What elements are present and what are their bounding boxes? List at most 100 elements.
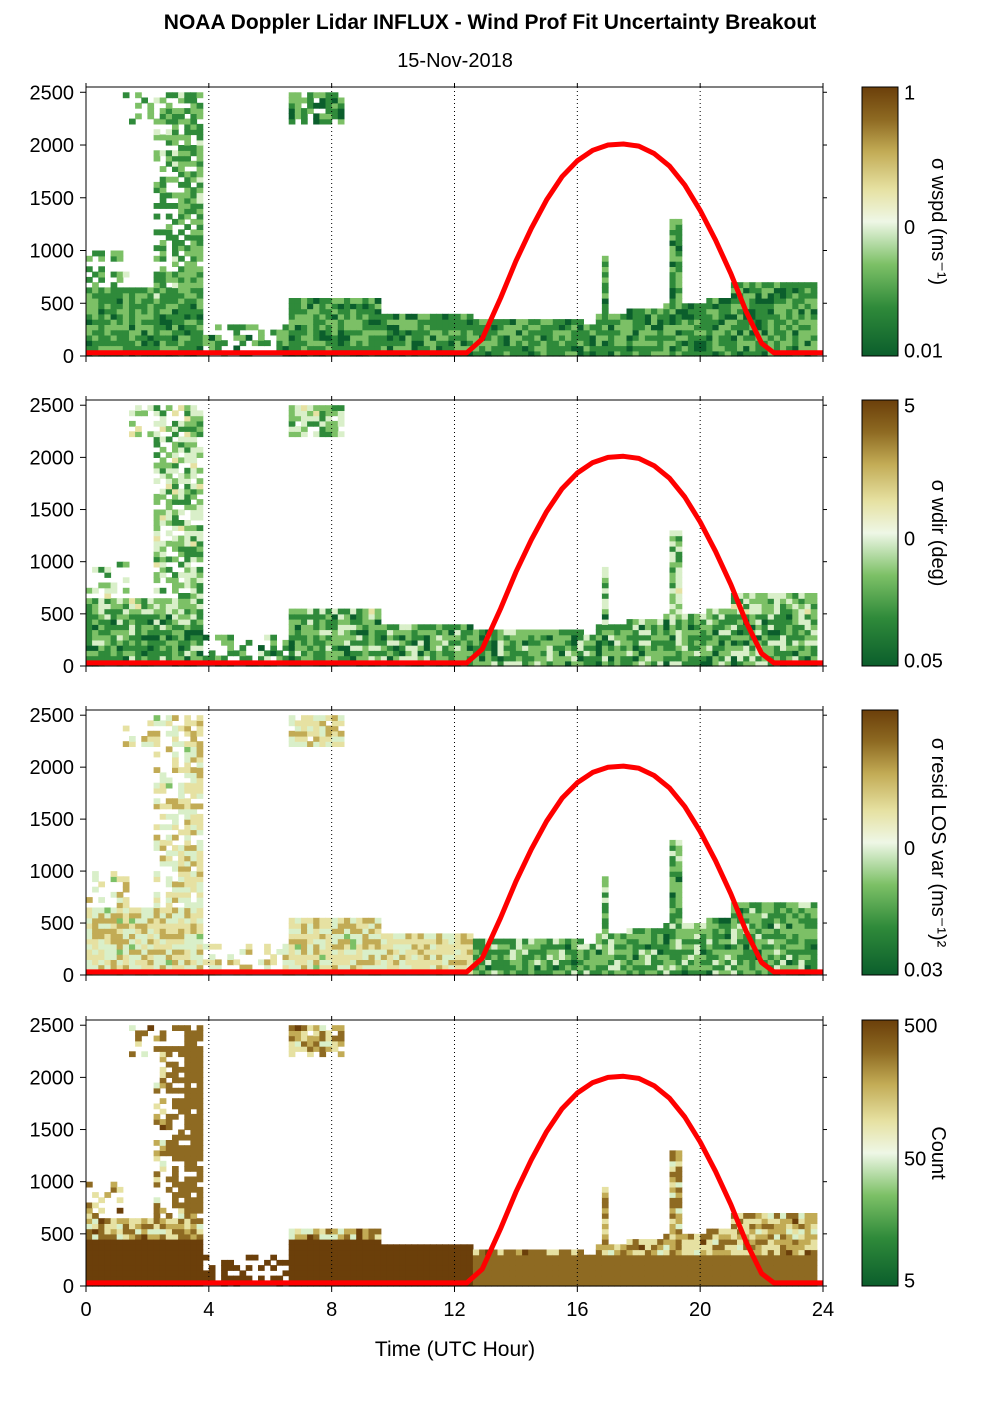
heatmap-cell — [190, 97, 198, 104]
heatmap-cell — [172, 629, 179, 636]
heatmap-cell — [700, 619, 707, 625]
heatmap-cell — [706, 917, 713, 924]
heatmap-cell — [601, 603, 609, 610]
heatmap-cell — [98, 907, 105, 914]
heatmap-cell — [792, 313, 799, 320]
heatmap-cell — [325, 650, 333, 657]
heatmap-cell — [110, 938, 118, 945]
heatmap-cell — [472, 350, 480, 357]
heatmap-cell — [540, 329, 548, 336]
heatmap-cell — [780, 619, 787, 625]
heatmap-cell — [288, 1228, 296, 1235]
heatmap-cell — [798, 655, 806, 662]
heatmap-cell — [730, 917, 738, 924]
heatmap-cell — [184, 798, 191, 805]
heatmap-cell — [135, 619, 142, 625]
heatmap-cell — [202, 959, 210, 966]
heatmap-cell — [184, 619, 191, 625]
heatmap-cell — [165, 933, 173, 940]
heatmap-cell — [153, 891, 161, 898]
heatmap-cell — [362, 298, 370, 304]
heatmap-cell — [129, 634, 136, 641]
heatmap-cell — [675, 655, 683, 662]
heatmap-cell — [534, 340, 541, 347]
heatmap-cell — [436, 949, 443, 955]
heatmap-cell — [92, 1228, 99, 1235]
heatmap-cell — [110, 949, 118, 955]
heatmap-cell — [448, 624, 456, 631]
heatmap-cell — [184, 1061, 191, 1068]
heatmap-cell — [350, 639, 357, 646]
heatmap-cell — [208, 959, 216, 966]
heatmap-cell — [178, 345, 185, 352]
heatmap-cell — [307, 303, 314, 310]
heatmap-cell — [786, 334, 793, 341]
solar-elevation-curve — [86, 141, 823, 356]
heatmap-cell — [276, 1275, 284, 1282]
heatmap-cell — [165, 1124, 173, 1131]
heatmap-cell — [153, 556, 161, 563]
heatmap-cell — [184, 1218, 191, 1224]
heatmap-cell — [503, 324, 511, 331]
heatmap-cell — [135, 92, 142, 99]
heatmap-cell — [282, 655, 290, 662]
heatmap-cell — [153, 187, 161, 194]
heatmap-cell — [368, 329, 376, 336]
heatmap-cell — [368, 645, 376, 651]
heatmap-cell — [104, 639, 112, 646]
heatmap-cell — [159, 1098, 167, 1104]
heatmap-cell — [675, 234, 683, 241]
heatmap-cell — [301, 608, 308, 615]
heatmap-cell — [374, 645, 382, 651]
heatmap-cell — [172, 1025, 179, 1031]
heatmap-cell — [546, 629, 554, 636]
heatmap-cell — [534, 324, 541, 331]
heatmap-cell — [129, 410, 136, 417]
heatmap-cell — [780, 603, 787, 610]
heatmap-cell — [245, 1254, 253, 1261]
heatmap-cell — [104, 964, 112, 971]
heatmap-cell — [294, 345, 302, 352]
heatmap-cell — [165, 102, 173, 109]
heatmap-cell — [190, 1098, 198, 1104]
heatmap-cell — [681, 634, 689, 641]
heatmap-cell — [712, 943, 720, 950]
heatmap-cell — [325, 118, 333, 125]
heatmap-cell — [190, 410, 198, 417]
heatmap-cell — [135, 1265, 142, 1271]
heatmap-cell — [184, 897, 191, 903]
heatmap-cell — [116, 1223, 124, 1230]
heatmap-cell — [552, 964, 560, 971]
heatmap-cell — [700, 650, 707, 657]
heatmap-cell — [135, 1040, 142, 1047]
heatmap-cell — [497, 650, 505, 657]
heatmap-cell — [632, 954, 640, 960]
heatmap-cell — [761, 634, 769, 641]
heatmap-cell — [184, 629, 191, 636]
heatmap-cell — [522, 319, 529, 325]
heatmap-cell — [129, 639, 136, 646]
heatmap-cell — [110, 655, 118, 662]
heatmap-cell — [184, 572, 191, 578]
heatmap-cell — [104, 619, 112, 625]
heatmap-cell — [325, 928, 333, 934]
heatmap-cell — [319, 725, 327, 732]
heatmap-cell — [196, 308, 204, 315]
heatmap-cell — [724, 340, 732, 347]
heatmap-cell — [350, 324, 357, 331]
heatmap-cell — [694, 613, 701, 620]
heatmap-cell — [331, 715, 339, 721]
heatmap-cell — [749, 907, 756, 914]
heatmap-cell — [601, 593, 609, 599]
heatmap-cell — [700, 660, 707, 667]
heatmap-cell — [159, 556, 167, 563]
heatmap-cell — [601, 619, 609, 625]
heatmap-cell — [92, 319, 99, 325]
heatmap-cell — [196, 772, 204, 779]
heatmap-cell — [472, 345, 480, 352]
heatmap-cell — [172, 218, 179, 225]
heatmap-cell — [472, 319, 480, 325]
heatmap-cell — [165, 324, 173, 331]
heatmap-cell — [165, 234, 173, 241]
heatmap-cell — [184, 261, 191, 267]
